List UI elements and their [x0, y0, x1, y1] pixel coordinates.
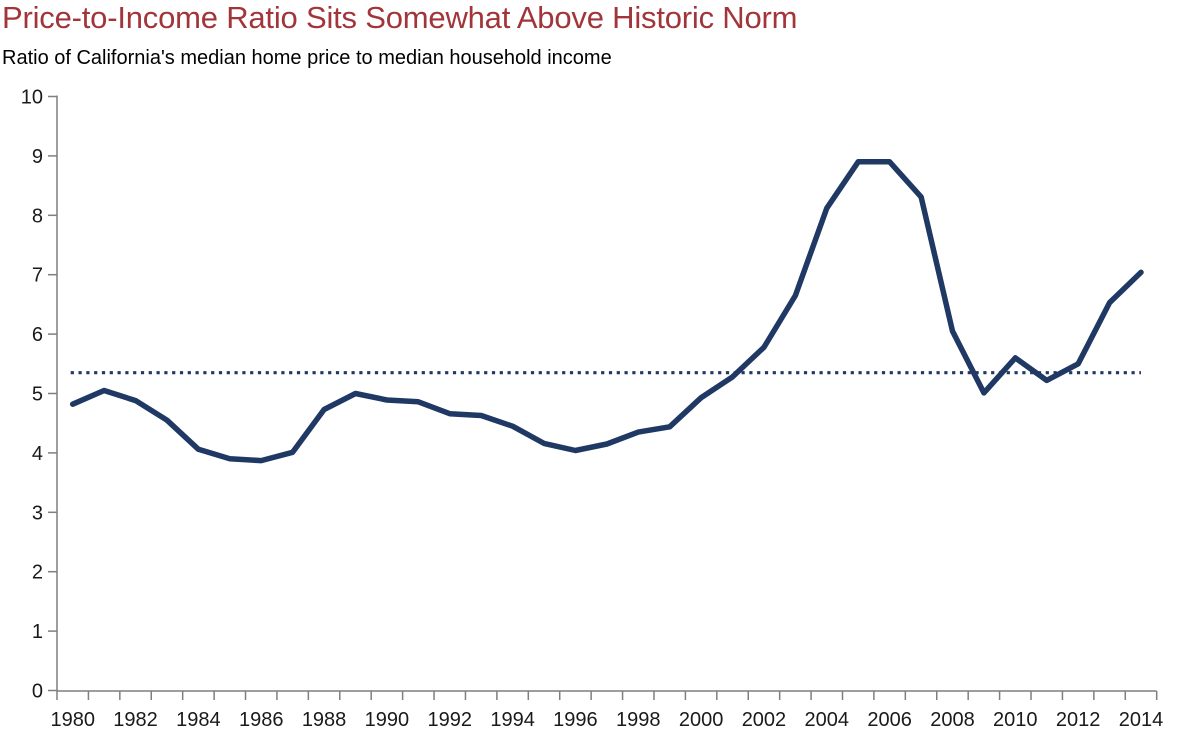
y-tick-label: 10 [21, 87, 43, 109]
x-tick-label: 2010 [993, 709, 1038, 731]
y-tick-label: 7 [32, 265, 43, 287]
y-tick-label: 3 [32, 502, 43, 524]
axes [56, 95, 1157, 692]
y-ticks [48, 95, 57, 692]
chart-title: Price-to-Income Ratio Sits Somewhat Abov… [2, 0, 798, 35]
x-ticks [56, 691, 1158, 700]
price-to-income-series-line [69, 159, 1144, 464]
x-tick-labels: 1980 1982 1984 1986 1988 1990 1992 1994 1996 1998… [50, 709, 1163, 731]
x-tick-label: 1982 [113, 709, 158, 731]
x-tick-label: 1988 [302, 709, 347, 731]
y-tick-label: 5 [32, 384, 43, 406]
x-tick-label: 1998 [616, 709, 661, 731]
y-tick-label: 8 [32, 205, 43, 227]
y-tick-label: 9 [32, 146, 43, 168]
x-tick-label: 2012 [1056, 709, 1101, 731]
x-tick-label: 1980 [50, 709, 95, 731]
x-tick-label: 2006 [867, 709, 912, 731]
x-tick-label: 1992 [428, 709, 473, 731]
y-tick-label: 2 [32, 562, 43, 584]
y-tick-label: 1 [32, 621, 43, 643]
y-tick-label: 6 [32, 324, 43, 346]
y-tick-labels: 0 1 2 3 4 5 6 7 8 9 10 [21, 87, 43, 703]
x-tick-label: 2004 [805, 709, 850, 731]
x-tick-label: 1990 [365, 709, 410, 731]
x-tick-label: 1994 [490, 709, 535, 731]
x-tick-label: 2000 [679, 709, 724, 731]
x-tick-label: 1984 [176, 709, 221, 731]
x-tick-label: 1996 [553, 709, 598, 731]
chart-subtitle: Ratio of California's median home price … [2, 47, 612, 69]
y-tick-label: 0 [32, 681, 43, 703]
x-tick-label: 2008 [930, 709, 975, 731]
x-tick-label: 1986 [239, 709, 284, 731]
y-tick-label: 4 [32, 443, 43, 465]
x-tick-label: 2002 [742, 709, 787, 731]
x-tick-label: 2014 [1119, 709, 1164, 731]
